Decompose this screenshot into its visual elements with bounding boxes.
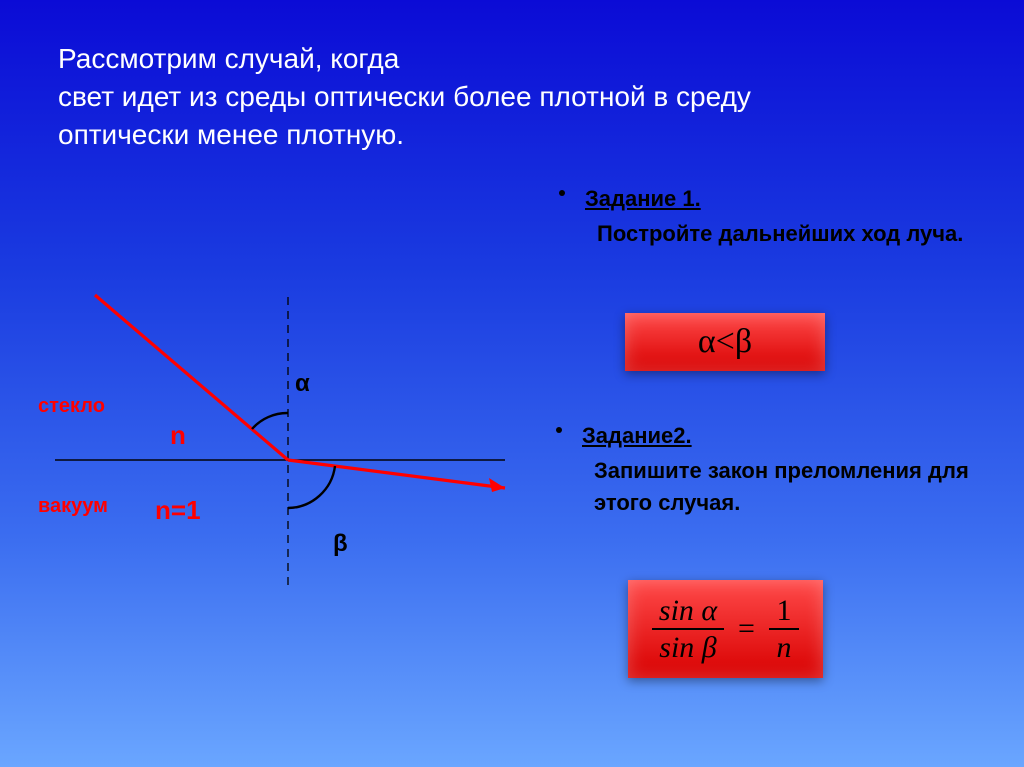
alpha-arc: [252, 413, 288, 429]
task-2-title: Задание2.: [582, 423, 692, 448]
one: 1: [776, 595, 791, 627]
n-label: n: [170, 420, 186, 451]
inequality-box: α<β: [625, 313, 825, 371]
formula: sin α sin β = 1 n: [652, 595, 799, 664]
bullet-icon: [559, 190, 565, 196]
refracted-ray-arrow: [489, 478, 505, 492]
equals: =: [738, 612, 755, 646]
slide: Рассмотрим случай, когда свет идет из ср…: [0, 0, 1024, 767]
inequality-text: α<β: [698, 323, 752, 361]
heading-line-1: Рассмотрим случай, когда: [58, 43, 399, 74]
refracted-ray: [288, 460, 505, 488]
n1-label: n=1: [155, 495, 201, 526]
fraction-right: 1 n: [769, 595, 799, 664]
fraction-bar-left: [652, 628, 724, 630]
task-1-title: Задание 1.: [585, 186, 701, 211]
task-1: Задание 1. Постройте дальнейших ход луча…: [585, 183, 975, 250]
refraction-diagram: α β стекло вакуум n n=1: [40, 285, 520, 605]
glass-label: стекло: [38, 395, 105, 418]
fraction-bar-right: [769, 628, 799, 630]
heading-line-2: свет идет из среды оптически более плотн…: [58, 81, 751, 112]
task-1-body: Постройте дальнейших ход луча.: [585, 218, 975, 250]
formula-box: sin α sin β = 1 n: [628, 580, 823, 678]
alpha-label: α: [295, 370, 310, 398]
beta-label: β: [333, 530, 348, 558]
fraction-left: sin α sin β: [652, 595, 724, 664]
bullet-icon: [556, 427, 562, 433]
task-2: Задание2. Запишите закон преломления для…: [582, 420, 982, 519]
heading-line-3: оптически менее плотную.: [58, 119, 404, 150]
sin-beta: sin β: [659, 632, 716, 664]
task-2-body: Запишите закон преломления для этого слу…: [582, 455, 982, 519]
beta-arc: [288, 466, 335, 508]
diagram-svg: [40, 285, 520, 605]
n: n: [776, 632, 791, 664]
sin-alpha: sin α: [659, 595, 717, 627]
slide-heading: Рассмотрим случай, когда свет идет из ср…: [58, 40, 958, 153]
vacuum-label: вакуум: [38, 495, 108, 518]
incident-ray: [95, 295, 288, 460]
